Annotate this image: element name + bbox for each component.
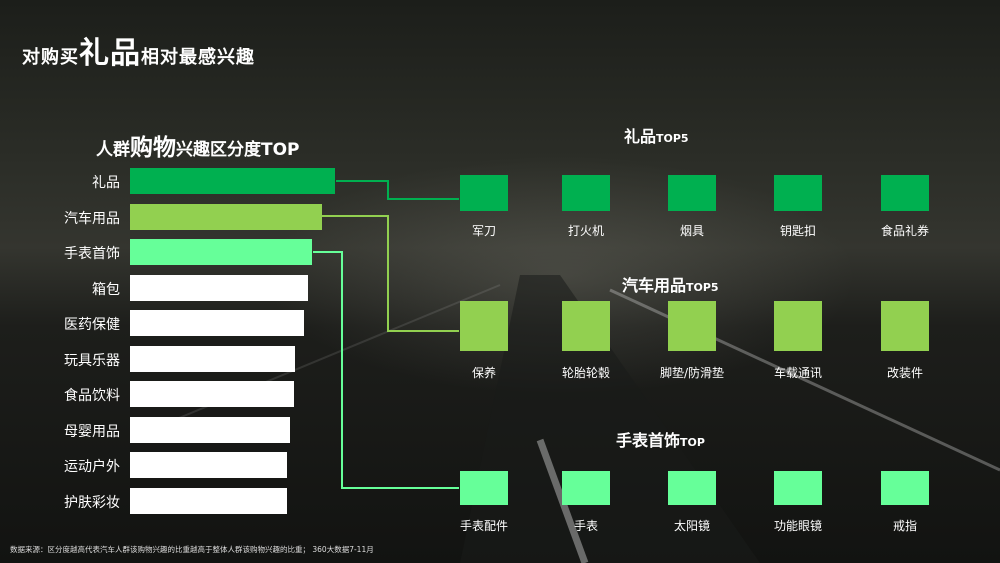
category-square [668,471,716,505]
category-label: 功能眼镜 [773,519,822,533]
section-title-car: 汽车用品TOP5 [622,276,719,295]
section-title-gift: 礼品TOP5 [624,127,689,146]
category-square [460,471,508,505]
bar [130,416,290,443]
category-label: 轮胎轮毂 [561,366,610,380]
category-square [774,175,822,211]
bar [130,381,294,407]
bar-label: 医药保健 [64,317,120,333]
bar-label: 护肤彩妆 [64,494,120,511]
category-square [460,175,508,211]
category-label: 脚垫/防滑垫 [659,366,725,380]
category-label: 打火机 [567,224,604,238]
bar-label: 玩具乐器 [64,352,120,369]
bar-label: 手表首饰 [64,246,120,262]
bar [130,345,295,372]
connector-line [336,180,459,200]
category-square [562,301,610,351]
category-label: 手表配件 [459,519,508,533]
category-label: 太阳镜 [673,519,710,533]
chart-title: 人群购物兴趣区分度TOP [96,135,300,161]
category-label: 手表 [573,519,598,533]
page-title: 对购买礼品相对最感兴趣 [22,36,255,71]
bar [130,274,308,301]
category-label: 改装件 [886,366,923,380]
category-square [668,301,716,351]
bar-label: 箱包 [92,281,120,298]
bar-label: 礼品 [92,175,120,191]
bar-label: 运动户外 [64,459,120,475]
bar [130,168,335,194]
bar-label: 食品饮料 [64,388,120,404]
category-label: 烟具 [679,224,704,238]
bar-label: 母婴用品 [64,423,120,440]
category-label: 食品礼券 [880,224,929,238]
category-square [668,175,716,211]
category-label: 钥匙扣 [779,224,816,238]
category-square [562,471,610,505]
category-square [460,301,508,351]
bar-label: 汽车用品 [64,210,120,227]
category-label: 军刀 [471,224,496,238]
bar [130,239,312,265]
category-square [562,175,610,211]
category-label: 戒指 [892,519,917,533]
category-label: 车载通讯 [773,366,822,380]
category-square [881,175,929,211]
category-square [881,471,929,505]
category-square [774,301,822,351]
section-title-watch: 手表首饰TOP [616,431,705,450]
footnote: 数据来源：区分度越高代表汽车人群该购物兴趣的比重越高于整体人群该购物兴趣的比重；… [10,545,374,554]
bar [130,310,304,336]
category-square [774,471,822,505]
bar [130,487,287,514]
category-square [881,301,929,351]
category-label: 保养 [471,366,496,380]
bar [130,203,322,230]
bar [130,452,287,478]
